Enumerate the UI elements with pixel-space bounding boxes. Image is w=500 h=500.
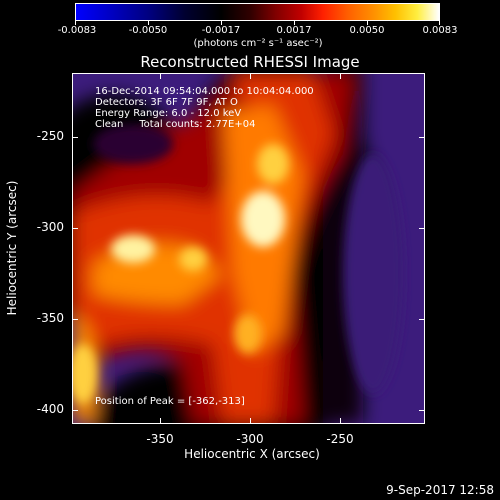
y-tick: [419, 137, 425, 138]
x-tick-label: -250: [326, 432, 354, 446]
colorbar-tick: [148, 21, 149, 25]
colorbar-label: -0.0017: [201, 25, 241, 36]
x-tick: [250, 73, 251, 79]
image-map: [73, 74, 424, 423]
x-tick: [340, 73, 341, 79]
y-tick: [419, 319, 425, 320]
y-tick-label: -400: [36, 402, 64, 416]
rhessi-image: 16-Dec-2014 09:54:04.000 to 10:04:04.000…: [72, 73, 425, 424]
footer-date: 9-Sep-2017 12:58: [386, 483, 494, 497]
x-tick: [160, 418, 161, 424]
y-tick-label: -350: [36, 311, 64, 325]
colorbar-label: 0.0083: [422, 25, 458, 36]
colorbar-tick: [75, 21, 76, 25]
x-axis-label: Heliocentric X (arcsec): [184, 447, 320, 461]
info-time-range: 16-Dec-2014 09:54:04.000 to 10:04:04.000: [95, 86, 314, 97]
y-tick: [72, 137, 78, 138]
y-axis-label: Heliocentric Y (arcsec): [5, 180, 19, 316]
colorbar-label: -0.0083: [57, 25, 97, 36]
plot-title: Reconstructed RHESSI Image: [140, 53, 360, 71]
info-energy-range: Energy Range: 6.0 - 12.0 keV: [95, 108, 242, 119]
colorbar-tick: [367, 21, 368, 25]
colorbar: [75, 3, 440, 21]
y-tick-label: -300: [36, 220, 64, 234]
colorbar-tick: [439, 21, 440, 25]
y-tick-label: -250: [36, 129, 64, 143]
y-tick: [72, 228, 78, 229]
y-tick: [419, 228, 425, 229]
x-tick: [340, 418, 341, 424]
y-tick: [72, 410, 78, 411]
info-detectors: Detectors: 3F 6F 7F 9F, AT O: [95, 97, 238, 108]
y-tick: [419, 410, 425, 411]
y-tick: [72, 319, 78, 320]
x-tick-label: -350: [146, 432, 174, 446]
info-peak-position: Position of Peak = [-362,-313]: [95, 396, 245, 407]
colorbar-tick: [221, 21, 222, 25]
colorbar-tick: [294, 21, 295, 25]
colorbar-label: -0.0050: [128, 25, 168, 36]
x-tick-label: -300: [236, 432, 264, 446]
colorbar-label: 0.0017: [276, 25, 312, 36]
x-tick: [160, 73, 161, 79]
colorbar-label: 0.0050: [349, 25, 385, 36]
info-method-counts: Clean Total counts: 2.77E+04: [95, 119, 256, 130]
colorbar-unit: (photons cm⁻² s⁻¹ asec⁻²): [193, 38, 323, 49]
x-tick: [250, 418, 251, 424]
